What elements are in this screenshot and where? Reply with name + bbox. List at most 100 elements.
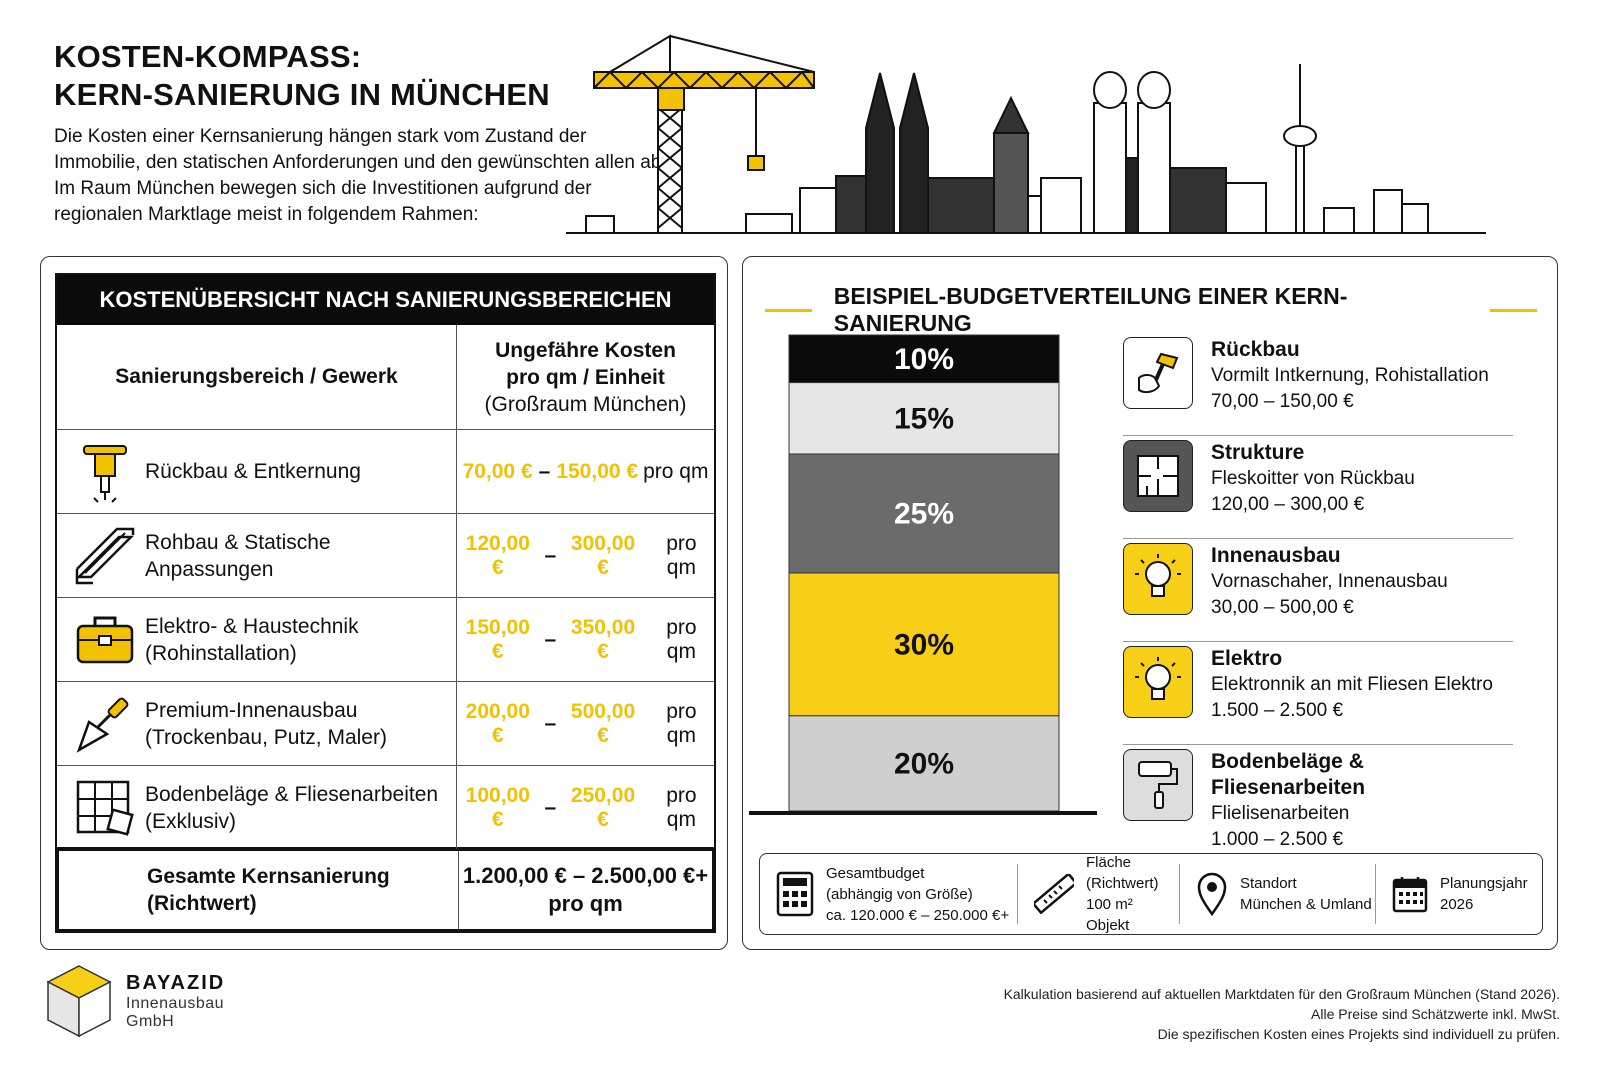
legend-item: Strukture Fleskoitter von Rückbau 120,00 –… <box>1123 436 1513 539</box>
title-line-1: KOSTEN-KOMPASS: <box>54 39 362 74</box>
cost-dash: – <box>544 543 557 567</box>
intro-line: regionalen Marktlage meist in folgendem … <box>54 204 479 225</box>
total-label: Gesamte Kernsanierung (Richtwert) <box>59 851 459 929</box>
row-label: Bodenbeläge & Fliesenarbeiten (Exklusiv) <box>145 781 438 835</box>
cost-unit: pro qm <box>643 459 709 483</box>
hammer-icon <box>1123 337 1193 409</box>
cost-min: 150,00 € <box>465 615 530 663</box>
cost-min: 70,00 € <box>462 459 533 483</box>
row-label-line: (Rohinstallation) <box>145 641 297 665</box>
table-row: Rückbau & Entkernung 70,00 € –150,00 € pro… <box>57 429 714 513</box>
table-total-row: Gesamte Kernsanierung (Richtwert) 1.200,… <box>55 847 716 933</box>
row-label: Elektro- & Haustechnik (Rohinstallation) <box>145 613 359 667</box>
cost-header-line: Ungefähre Kosten <box>495 338 676 362</box>
cost-dash: – <box>538 459 551 483</box>
row-cost: 150,00 € –350,00 € pro qm <box>457 598 714 681</box>
legend-item: Innenausbau Vornaschaher, Innenausbau 30,0… <box>1123 539 1513 642</box>
footer-line: Die spezifischen Kosten eines Projekts s… <box>1157 1026 1560 1042</box>
bar-segment-3 <box>788 453 1060 574</box>
title-divider-left <box>765 308 812 312</box>
cost-max: 350,00 € <box>570 615 636 663</box>
info-line: (Richtwert) <box>1086 875 1159 892</box>
row-label-line: Premium-Innenausbau <box>145 698 358 722</box>
legend-desc: Flielisenarbeiten <box>1211 803 1350 824</box>
column-header-area: Sanierungsbereich / Gewerk <box>57 325 457 429</box>
cost-dash: – <box>544 711 557 735</box>
legend-name: Rückbau <box>1211 338 1300 361</box>
legend-desc: Elektronnik an mit Fliesen Elektro <box>1211 674 1493 695</box>
cost-unit: pro qm <box>666 783 697 831</box>
budget-info-strip: Gesamtbudget (abhängig von Größe) ca. 120.… <box>759 853 1543 935</box>
cost-unit: pro qm <box>666 531 697 579</box>
calendar-icon <box>1392 877 1428 913</box>
legend-name: Elektro <box>1211 647 1283 670</box>
crane-icon <box>593 34 815 234</box>
info-line: 100 m² Objekt <box>1086 896 1133 934</box>
info-line: (abhängig von Größe) <box>826 885 973 903</box>
legend-range: 30,00 – 500,00 € <box>1211 597 1354 618</box>
legend-range: 1.500 – 2.500 € <box>1211 700 1344 721</box>
cost-max: 500,00 € <box>570 699 636 747</box>
info-location: Standort München & Umland <box>1180 864 1376 924</box>
location-pin-icon <box>1197 872 1227 916</box>
paint-roller-icon <box>1123 749 1193 821</box>
toolbox-icon <box>65 605 145 675</box>
legend-name: Strukture <box>1211 441 1305 464</box>
legend-item: Elektro Elektronnik an mit Fliesen Elektr… <box>1123 642 1513 745</box>
cost-dash: – <box>544 795 557 819</box>
cost-overview-panel: KOSTENÜBERSICHT NACH SANIERUNGSBEREICHEN… <box>40 256 728 950</box>
info-area: Fläche (Richtwert) 100 m² Objekt <box>1018 854 1180 934</box>
row-cost: 120,00 € –300,00 € pro qm <box>457 514 714 597</box>
jackhammer-icon <box>65 437 145 507</box>
tiles-icon <box>65 773 145 843</box>
info-line: Gesamtbudget <box>826 864 925 882</box>
budget-panel: BEISPIEL-BUDGETVERTEILUNG EINER KERN-SAN… <box>742 256 1558 950</box>
intro-line: Immobilie, den statischen Anforderungen … <box>54 152 667 173</box>
logo-name: BAYAZID <box>126 971 226 994</box>
legend-desc: Fleskoitter von Rückbau <box>1211 468 1415 489</box>
row-label: Rückbau & Entkernung <box>145 458 361 485</box>
row-label-line: Elektro- & Haustechnik <box>145 614 359 638</box>
bar-segment-label: 10% <box>894 343 954 376</box>
steel-beam-icon <box>65 521 145 591</box>
budget-title-text: BEISPIEL-BUDGETVERTEILUNG EINER KERN-SAN… <box>833 283 1348 336</box>
lightbulb-icon <box>1123 543 1193 615</box>
cost-max: 300,00 € <box>570 531 636 579</box>
row-label-line: Rückbau & Entkernung <box>145 460 361 483</box>
budget-title: BEISPIEL-BUDGETVERTEILUNG EINER KERN-SAN… <box>743 283 1559 337</box>
company-logo: BAYAZID Innenausbau GmbH <box>46 964 225 1038</box>
info-planning-year: Planungsjahr 2026 <box>1376 864 1536 924</box>
cost-header-line: pro qm / Einheit <box>506 365 665 389</box>
cost-max: 250,00 € <box>570 783 636 831</box>
bar-segment-label: 30% <box>894 628 954 661</box>
bar-segment-label: 15% <box>894 402 954 435</box>
cost-min: 200,00 € <box>465 699 530 747</box>
total-value: 1.200,00 € – 2.500,00 €+ pro qm <box>459 851 712 929</box>
cost-min: 100,00 € <box>465 783 530 831</box>
row-label-line: (Trockenbau, Putz, Maler) <box>145 725 387 749</box>
logo-subtitle: GmbH <box>126 1012 175 1030</box>
bar-segment-label: 25% <box>894 498 954 531</box>
intro-text: Die Kosten einer Kernsanierung hängen st… <box>54 124 674 228</box>
title-divider-right <box>1490 308 1537 312</box>
ruler-icon <box>1034 874 1074 914</box>
legend-range: 120,00 – 300,00 € <box>1211 494 1365 515</box>
column-header-cost: Ungefähre Kosten pro qm / Einheit (Großr… <box>457 325 714 429</box>
info-line: 2026 <box>1440 896 1474 913</box>
table-row: Premium-Innenausbau (Trockenbau, Putz, Ma… <box>57 681 714 765</box>
row-label: Rohbau & Statische Anpassungen <box>145 529 331 583</box>
lightbulb-icon <box>1123 646 1193 718</box>
info-line: München & Umland <box>1240 896 1372 913</box>
row-cost: 70,00 € –150,00 € pro qm <box>457 430 714 513</box>
info-line: Standort <box>1240 875 1297 892</box>
legend-name: Bodenbeläge & Fliesenarbeiten <box>1211 750 1366 799</box>
legend-desc: Vormilt Intkernung, Rohistallation <box>1211 365 1489 386</box>
bar-segment-4 <box>788 572 1060 717</box>
info-line: Planungsjahr <box>1440 875 1528 892</box>
footer-note: Kalkulation basierend auf aktuellen Mark… <box>1004 984 1560 1044</box>
total-label-line: Gesamte Kernsanierung <box>147 865 390 888</box>
total-value-line: 1.200,00 € – 2.500,00 €+ <box>462 863 709 888</box>
legend-range: 1.000 – 2.500 € <box>1211 829 1344 850</box>
budget-legend: Rückbau Vormilt Intkernung, Rohistallatio… <box>1123 333 1513 850</box>
footer-line: Kalkulation basierend auf aktuellen Mark… <box>1003 986 1560 1002</box>
